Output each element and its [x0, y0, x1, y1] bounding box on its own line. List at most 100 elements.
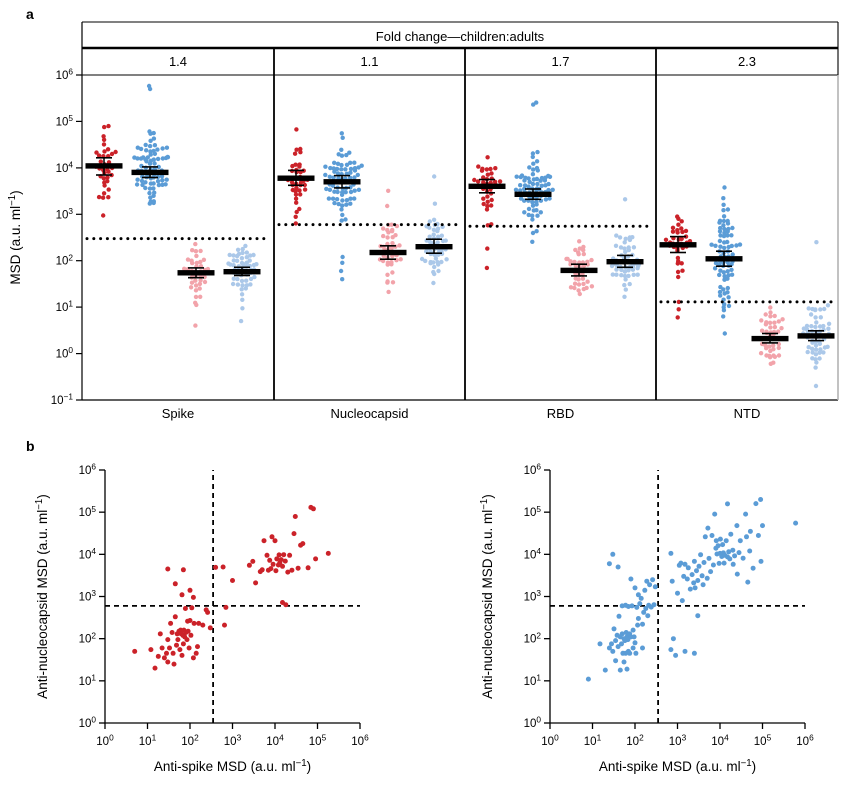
- data-point: [755, 533, 761, 538]
- data-point: [632, 640, 638, 646]
- data-point: [818, 307, 823, 312]
- data-point: [340, 212, 345, 218]
- data-point: [191, 620, 197, 626]
- data-point: [348, 160, 353, 165]
- x-tick-label: 106: [351, 733, 369, 748]
- data-point: [439, 259, 444, 265]
- data-point: [171, 661, 177, 667]
- data-point: [530, 217, 535, 222]
- data-point: [670, 225, 676, 230]
- data-point: [272, 538, 278, 544]
- data-point: [722, 245, 727, 251]
- x-axis-title: Anti-spike MSD (a.u. ml−1): [599, 758, 756, 774]
- data-point: [535, 149, 540, 155]
- data-point: [530, 230, 536, 236]
- data-point: [640, 645, 645, 651]
- data-point: [198, 248, 203, 254]
- data-point: [174, 642, 179, 648]
- data-point: [300, 541, 306, 547]
- data-point: [343, 167, 348, 172]
- data-point: [433, 256, 439, 261]
- data-point: [576, 288, 581, 293]
- x-tick-label: 103: [224, 733, 242, 748]
- data-point: [488, 166, 493, 172]
- data-point: [151, 136, 157, 141]
- data-point: [518, 183, 523, 188]
- y-tick-label: 104: [56, 159, 74, 174]
- data-point: [323, 164, 328, 169]
- data-point: [734, 523, 740, 529]
- data-point: [234, 258, 240, 263]
- data-point: [247, 258, 252, 263]
- data-point: [113, 149, 118, 155]
- data-point: [231, 258, 236, 263]
- data-point: [728, 531, 734, 537]
- swarm-rbd-adults_seropositive: [513, 100, 555, 244]
- data-point: [340, 203, 345, 208]
- data-point: [615, 564, 621, 570]
- data-point: [485, 223, 490, 228]
- data-point: [726, 303, 732, 309]
- y-tick-label: 102: [524, 630, 542, 645]
- data-point: [518, 188, 523, 193]
- data-point: [793, 520, 799, 526]
- data-point: [725, 269, 730, 274]
- swarm-ntd-children_seronegative: [758, 305, 785, 366]
- data-point: [352, 166, 358, 171]
- errorbar-ntd-adults_seronegative: [797, 329, 835, 342]
- data-point: [670, 636, 676, 642]
- y-tick-label: 106: [56, 67, 74, 82]
- data-point: [106, 195, 111, 200]
- category-label: Spike: [162, 406, 195, 421]
- data-point: [193, 294, 199, 300]
- swarm-spike-adults_seropositive: [132, 83, 171, 206]
- data-point: [722, 226, 727, 232]
- data-point: [712, 266, 718, 271]
- data-point: [776, 329, 781, 334]
- data-point: [180, 641, 186, 647]
- data-point: [313, 556, 319, 562]
- data-point: [678, 560, 684, 566]
- data-point: [581, 281, 586, 287]
- data-point: [640, 621, 645, 627]
- data-point: [722, 274, 727, 279]
- data-point: [250, 558, 256, 564]
- data-point: [485, 172, 490, 177]
- data-point: [231, 253, 236, 258]
- data-point: [514, 174, 519, 179]
- data-point: [340, 135, 345, 140]
- data-point: [230, 578, 235, 583]
- median-bar: [606, 259, 644, 265]
- data-point: [336, 152, 341, 157]
- data-point: [293, 192, 299, 197]
- data-point: [220, 564, 226, 570]
- data-point: [248, 276, 254, 282]
- data-point: [611, 626, 617, 632]
- data-point: [635, 616, 641, 621]
- data-point: [527, 179, 532, 185]
- data-point: [427, 239, 433, 245]
- data-point: [650, 577, 656, 583]
- errorbar-nucleocapsid-children_seropositive: [277, 169, 315, 187]
- y-axis-title: MSD (a.u. ml−1): [7, 190, 23, 284]
- data-point: [294, 200, 299, 205]
- data-point: [694, 568, 699, 574]
- median-bar: [131, 169, 169, 176]
- data-point: [675, 228, 680, 233]
- threshold-line-spike: [85, 237, 266, 241]
- errorbar-rbd-adults_seropositive: [514, 188, 552, 201]
- data-point: [732, 553, 738, 559]
- data-point: [698, 552, 704, 558]
- data-point: [806, 345, 811, 350]
- data-point: [713, 538, 719, 544]
- data-point: [614, 272, 619, 277]
- data-point: [676, 222, 681, 227]
- data-point: [568, 285, 574, 290]
- data-point: [817, 356, 822, 361]
- data-point: [682, 561, 688, 567]
- errorbar-spike-children_seropositive: [85, 157, 123, 176]
- data-point: [101, 213, 106, 218]
- data-point: [243, 243, 248, 249]
- data-point: [632, 585, 638, 591]
- median-bar: [223, 269, 261, 275]
